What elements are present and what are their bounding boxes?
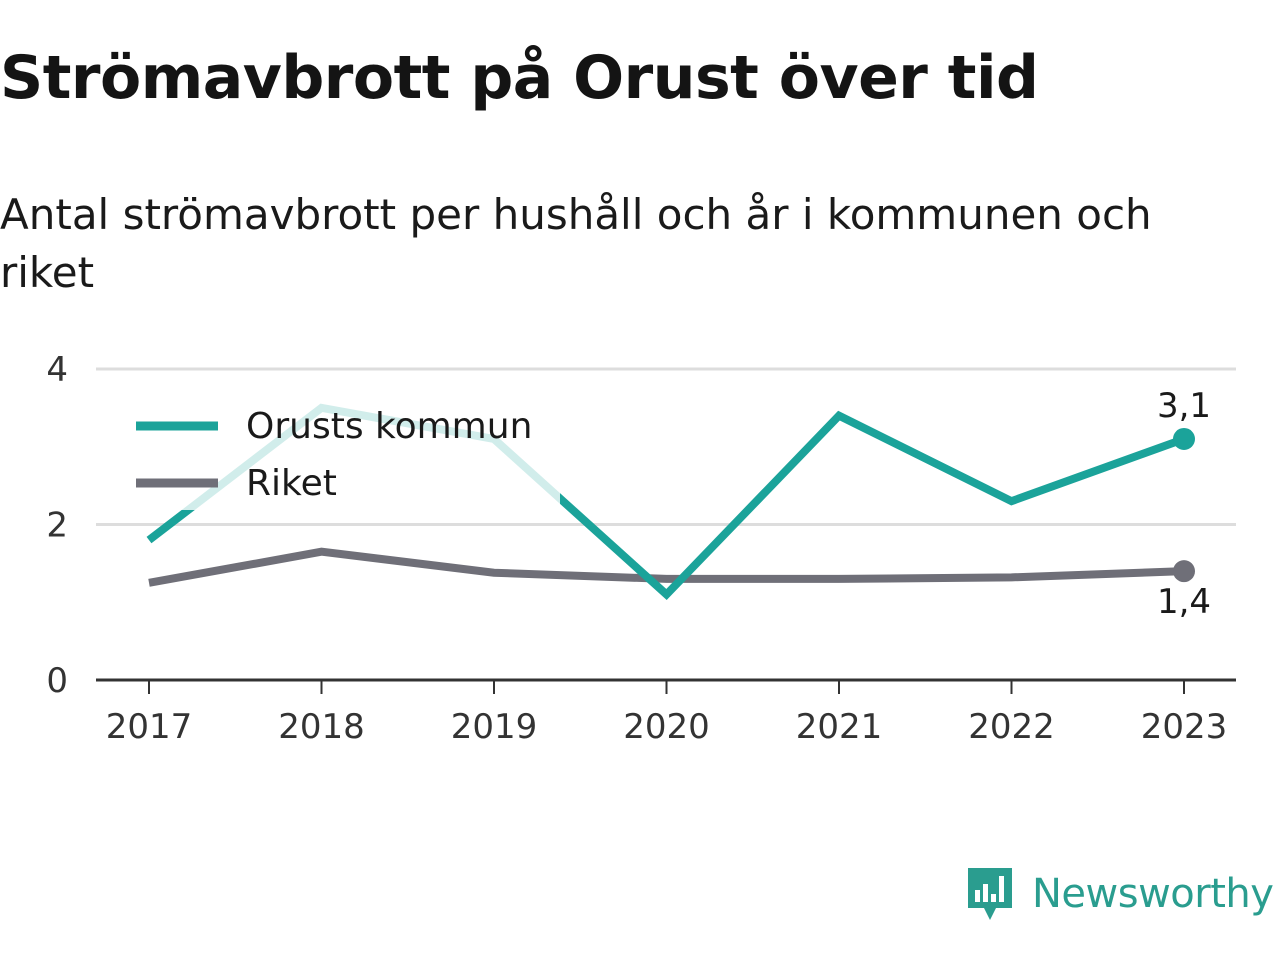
line-chart: 0 2 4 2017 2018 2019 2020 2021 2022 2023 Orusts ko… [46, 350, 1236, 747]
x-tick-label: 2021 [796, 707, 883, 747]
newsworthy-logo-icon [968, 868, 1012, 920]
x-tick-label: 2020 [623, 707, 710, 747]
y-tick-label: 2 [46, 506, 68, 546]
y-tick-label: 4 [46, 350, 68, 390]
legend-label: Orusts kommun [246, 406, 532, 447]
legend-background [118, 392, 560, 510]
brand-name: Newsworthy [1032, 871, 1274, 917]
chart-title: Strömavbrott på Orust över tid [0, 43, 1039, 113]
y-tick-label: 0 [46, 661, 68, 701]
x-tick-label: 2023 [1141, 707, 1228, 747]
brand-logo: Newsworthy [964, 862, 1274, 926]
end-value-label: 3,1 [1157, 386, 1211, 426]
legend-label: Riket [246, 463, 337, 504]
x-tick-label: 2017 [106, 707, 193, 747]
end-point-marker [1173, 560, 1195, 583]
series-line-riket [148, 547, 1185, 587]
chart-subtitle: Antal strömavbrott per hushåll och år i … [0, 190, 1152, 297]
x-tick-label: 2022 [968, 707, 1055, 747]
x-tick-label: 2019 [451, 707, 538, 747]
x-tick-label: 2018 [278, 707, 365, 747]
end-point-marker [1173, 427, 1195, 450]
end-value-label: 1,4 [1157, 582, 1211, 622]
